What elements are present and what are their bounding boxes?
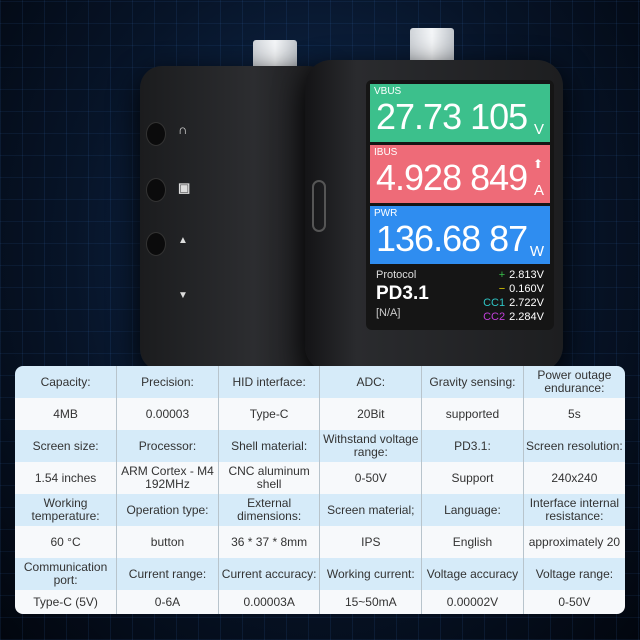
spec-header-row: Capacity: Precision: HID interface: ADC: Gra… [15,366,625,398]
spec-label: Screen resolution: [523,430,625,462]
protocol-label: Protocol [376,269,417,281]
spec-label: Current accuracy: [218,558,321,590]
spec-value: Type-C [218,398,321,430]
ibus-panel: IBUS 4.928 849 ⬆ A [370,145,550,203]
spec-value: 36 * 37 * 8mm [218,526,321,558]
spec-value: 5s [523,398,625,430]
device-screen: VBUS 27.73 105 V IBUS 4.928 849 ⬆ A PWR … [366,80,554,330]
pwr-unit: W [529,243,544,260]
spec-header-row: Working temperature: Operation type: Exter… [15,494,625,526]
vbus-label: VBUS [374,86,402,97]
spec-label: Voltage range: [523,558,625,590]
spec-label: Operation type: [116,494,219,526]
protocol-value: PD3.1 [376,283,429,304]
pwr-panel: PWR 136.68 87 W [370,206,550,264]
reading-value: 2.284V [509,311,544,323]
spec-value: button [116,526,219,558]
vbus-unit: V [533,121,544,138]
vbus-value: 27.73 105 [376,96,528,137]
spec-value: Support [421,462,524,494]
spec-value: 0-50V [523,590,625,614]
ibus-unit: A [533,182,544,199]
spec-label: Processor: [116,430,219,462]
spec-value: 240x240 [523,462,625,494]
u-turn-icon: ∩ [178,122,188,137]
spec-label: Screen material; [319,494,423,526]
spec-label: Communication port: [15,558,118,590]
spec-value: 0-6A [116,590,219,614]
reading-label: CC2 [483,311,506,323]
reading-minus: −0.160V [499,283,544,295]
plus-icon: + [498,269,506,281]
spec-value: 0.00002V [421,590,524,614]
minus-icon: − [498,283,506,295]
spec-value: 4MB [15,398,118,430]
spec-value: 0-50V [319,462,423,494]
spec-value-row: 60 °C button 36 * 37 * 8mm IPS English approx… [15,526,625,558]
spec-label: Working current: [319,558,423,590]
reading-cc2: CC2 2.284V [483,311,544,323]
spec-label: Capacity: [15,366,118,398]
spec-value: supported [421,398,524,430]
spec-label: External dimensions: [218,494,321,526]
device-button-3 [146,232,166,256]
reading-cc1: CC1 2.722V [483,297,544,309]
device-button-1 [146,122,166,146]
reading-label: CC1 [483,297,506,309]
spec-value: 15~50mA [319,590,423,614]
protocol-status: [N/A] [376,307,401,319]
ibus-label: IBUS [374,147,398,158]
reading-plus: +2.813V [499,269,544,281]
square-icon: ▣ [178,180,191,195]
device-back [140,66,330,371]
ibus-value: 4.928 849 [376,157,528,198]
pwr-label: PWR [374,208,398,219]
spec-label: Interface internal resistance: [523,494,625,526]
spec-header-row: Communication port: Current range: Current… [15,558,625,590]
spec-header-row: Screen size: Processor: Shell material: Wit… [15,430,625,462]
spec-value: 20Bit [319,398,423,430]
spec-label: Language: [421,494,524,526]
arrow-up-icon: ⬆ [532,157,543,171]
spec-value: 0.00003A [218,590,321,614]
protocol-panel: Protocol PD3.1 [N/A] +2.813V −0.160V CC1… [370,267,550,337]
reading-value: 0.160V [509,283,544,295]
spec-value-row: 1.54 inches ARM Cortex - M4 192MHz CNC alu… [15,462,625,494]
spec-value: ARM Cortex - M4 192MHz [116,462,219,494]
spec-label: Shell material: [218,430,321,462]
spec-label: PD3.1: [421,430,524,462]
spec-value: 0.00003 [116,398,219,430]
triangle-down-icon: ▼ [178,290,188,301]
spec-label: Screen size: [15,430,118,462]
spec-value: approximately 20 [523,526,625,558]
spec-value: Type-C (5V) [15,590,118,614]
spec-label: HID interface: [218,366,321,398]
pwr-value: 136.68 87 [376,218,528,259]
spec-value: IPS [319,526,423,558]
spec-table: Capacity: Precision: HID interface: ADC: Gra… [15,366,625,614]
device-button-2 [146,178,166,202]
spec-label: Power outage endurance: [523,366,625,398]
spec-label: Precision: [116,366,219,398]
spec-value: 1.54 inches [15,462,118,494]
spec-label: Voltage accuracy [421,558,524,590]
reading-value: 2.722V [509,297,544,309]
spec-label: Gravity sensing: [421,366,524,398]
spec-value-row: 4MB 0.00003 Type-C 20Bit supported 5s [15,398,625,430]
reading-value: 2.813V [509,269,544,281]
spec-value: CNC aluminum shell [218,462,321,494]
spec-label: Withstand voltage range: [319,430,423,462]
spec-label: ADC: [319,366,423,398]
vbus-panel: VBUS 27.73 105 V [370,84,550,142]
triangle-up-icon: ▲ [178,235,188,246]
spec-value-row: Type-C (5V) 0-6A 0.00003A 15~50mA 0.00002V 0-… [15,590,625,614]
spec-label: Working temperature: [15,494,118,526]
spec-label: Current range: [116,558,219,590]
spec-value: 60 °C [15,526,118,558]
usb-port [312,180,326,232]
spec-value: English [421,526,524,558]
